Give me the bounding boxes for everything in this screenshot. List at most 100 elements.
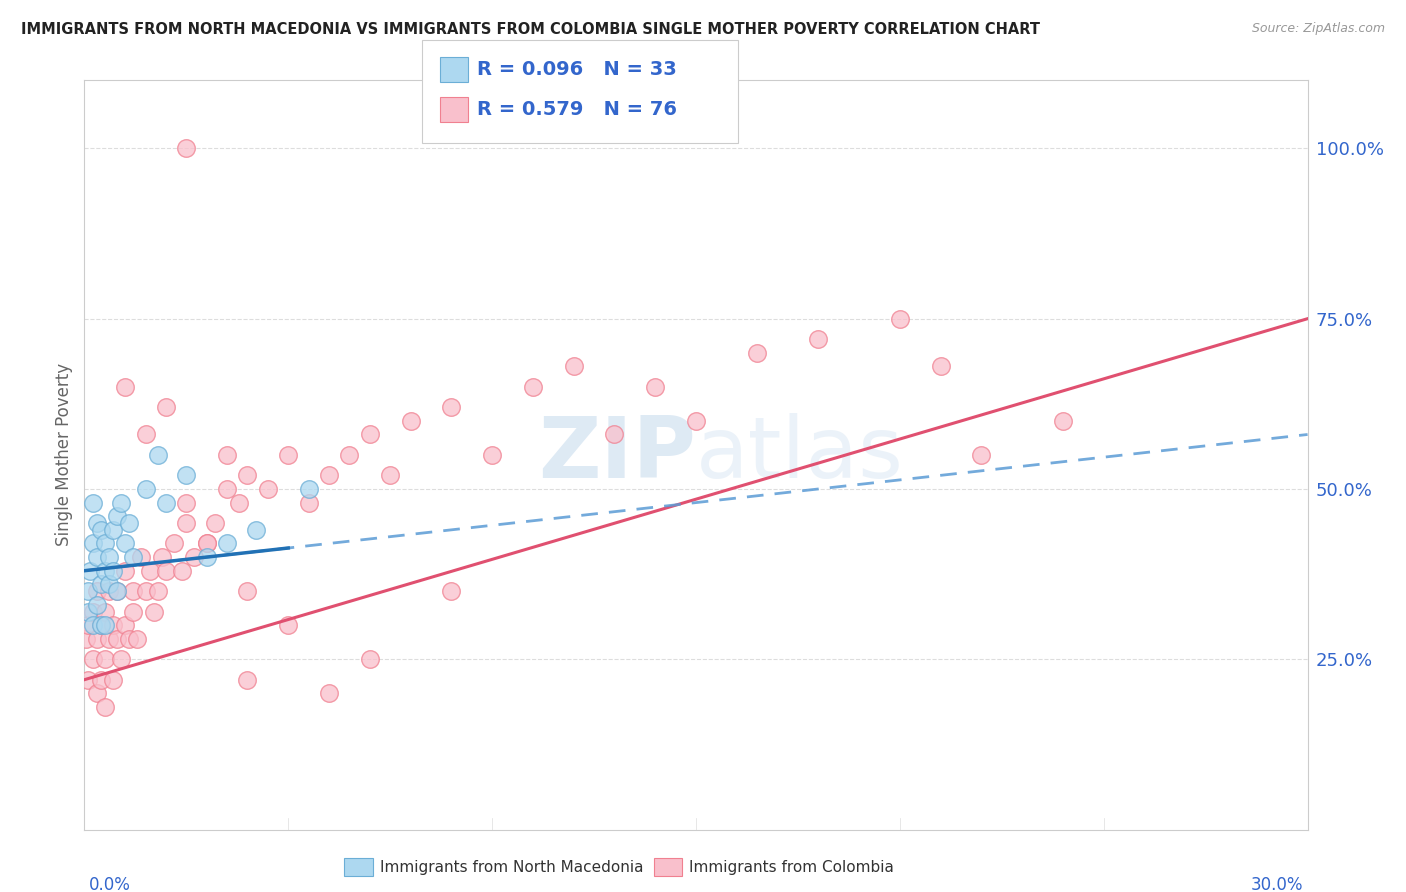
- Point: [217, 448, 239, 462]
- Point: [603, 427, 626, 442]
- Point: [90, 618, 112, 632]
- Point: [318, 468, 340, 483]
- Point: [93, 700, 115, 714]
- Point: [236, 468, 259, 483]
- Point: [217, 536, 239, 550]
- Point: [110, 495, 132, 509]
- Point: [97, 584, 120, 599]
- Text: IMMIGRANTS FROM NORTH MACEDONIA VS IMMIGRANTS FROM COLOMBIA SINGLE MOTHER POVERT: IMMIGRANTS FROM NORTH MACEDONIA VS IMMIG…: [21, 22, 1040, 37]
- Point: [127, 632, 149, 646]
- Point: [522, 380, 544, 394]
- Point: [747, 345, 769, 359]
- Point: [122, 550, 145, 565]
- Point: [195, 536, 218, 550]
- Point: [807, 332, 830, 346]
- Point: [318, 686, 340, 700]
- Point: [195, 536, 218, 550]
- Point: [118, 632, 141, 646]
- Point: [138, 564, 160, 578]
- Point: [86, 516, 108, 530]
- Point: [105, 632, 128, 646]
- Point: [97, 632, 120, 646]
- Point: [90, 523, 112, 537]
- Point: [97, 550, 120, 565]
- Point: [82, 652, 104, 666]
- Point: [298, 495, 321, 509]
- Point: [889, 311, 911, 326]
- Point: [970, 448, 993, 462]
- Point: [82, 495, 104, 509]
- Point: [1052, 414, 1074, 428]
- Point: [93, 618, 115, 632]
- Point: [135, 427, 157, 442]
- Point: [339, 448, 361, 462]
- Point: [114, 618, 136, 632]
- Text: 30.0%: 30.0%: [1251, 876, 1303, 892]
- Point: [105, 584, 128, 599]
- Point: [298, 482, 321, 496]
- Point: [76, 605, 98, 619]
- Point: [562, 359, 585, 374]
- Point: [163, 536, 186, 550]
- Text: R = 0.579   N = 76: R = 0.579 N = 76: [477, 100, 676, 120]
- Point: [93, 652, 115, 666]
- Text: R = 0.096   N = 33: R = 0.096 N = 33: [477, 60, 676, 79]
- Point: [105, 584, 128, 599]
- Point: [110, 652, 132, 666]
- Point: [86, 686, 108, 700]
- Point: [174, 516, 197, 530]
- Point: [77, 584, 100, 599]
- Point: [118, 516, 141, 530]
- Point: [929, 359, 952, 374]
- Point: [122, 605, 145, 619]
- Point: [277, 618, 299, 632]
- Point: [135, 482, 157, 496]
- Point: [114, 564, 136, 578]
- Point: [82, 618, 104, 632]
- Point: [82, 605, 104, 619]
- Point: [481, 448, 503, 462]
- Y-axis label: Single Mother Poverty: Single Mother Poverty: [55, 363, 73, 547]
- Point: [90, 673, 112, 687]
- Point: [93, 564, 115, 578]
- Text: ZIP: ZIP: [538, 413, 696, 497]
- Point: [440, 584, 463, 599]
- Text: Immigrants from North Macedonia: Immigrants from North Macedonia: [380, 860, 643, 874]
- Point: [172, 564, 194, 578]
- Point: [101, 564, 124, 578]
- Point: [93, 605, 115, 619]
- Point: [228, 495, 250, 509]
- Point: [155, 401, 177, 415]
- Point: [236, 673, 259, 687]
- Text: atlas: atlas: [696, 413, 904, 497]
- Point: [174, 468, 197, 483]
- Point: [86, 550, 108, 565]
- Point: [105, 509, 128, 524]
- Point: [82, 536, 104, 550]
- Point: [90, 618, 112, 632]
- Point: [195, 550, 218, 565]
- Point: [142, 605, 165, 619]
- Point: [155, 495, 177, 509]
- Point: [257, 482, 280, 496]
- Point: [135, 584, 157, 599]
- Point: [114, 380, 136, 394]
- Point: [114, 536, 136, 550]
- Text: Immigrants from Colombia: Immigrants from Colombia: [689, 860, 894, 874]
- Point: [101, 618, 124, 632]
- Point: [146, 448, 169, 462]
- Point: [97, 577, 120, 591]
- Point: [77, 618, 100, 632]
- Point: [101, 673, 124, 687]
- Point: [79, 564, 101, 578]
- Point: [146, 584, 169, 599]
- Point: [86, 584, 108, 599]
- Point: [155, 564, 177, 578]
- Point: [174, 495, 197, 509]
- Point: [204, 516, 226, 530]
- Point: [380, 468, 402, 483]
- Point: [685, 414, 707, 428]
- Point: [236, 584, 259, 599]
- Point: [86, 632, 108, 646]
- Point: [644, 380, 666, 394]
